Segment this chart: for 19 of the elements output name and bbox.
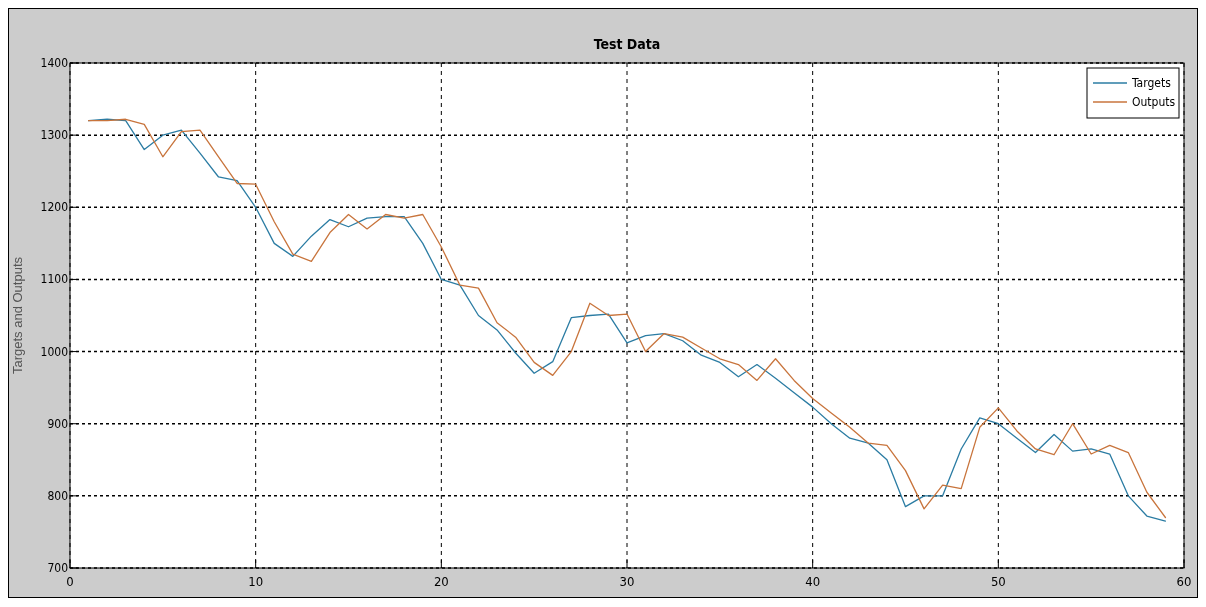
x-tick-label: 40 [805, 574, 821, 589]
y-tick-label: 1200 [40, 200, 69, 215]
x-tick-label: 0 [66, 574, 74, 589]
legend-label: Outputs [1132, 95, 1176, 109]
y-tick-label: 700 [47, 561, 69, 575]
y-tick-label: 1000 [40, 344, 69, 359]
y-tick-label: 1100 [40, 272, 69, 287]
y-tick-label: 900 [47, 416, 69, 431]
x-tick-label: 30 [619, 574, 635, 589]
legend-label: Targets [1131, 76, 1172, 90]
x-tick-label: 20 [433, 574, 449, 589]
x-tick-label: 10 [248, 574, 264, 589]
chart-title: Test Data [593, 36, 661, 52]
y-tick-label: 800 [47, 488, 69, 503]
x-tick-label: 60 [1176, 574, 1192, 589]
y-tick-label: 1400 [40, 56, 69, 70]
y-tick-label: 1300 [40, 128, 69, 143]
x-tick-label: 50 [990, 574, 1006, 589]
y-axis-title: Targets and Outputs [10, 256, 25, 375]
